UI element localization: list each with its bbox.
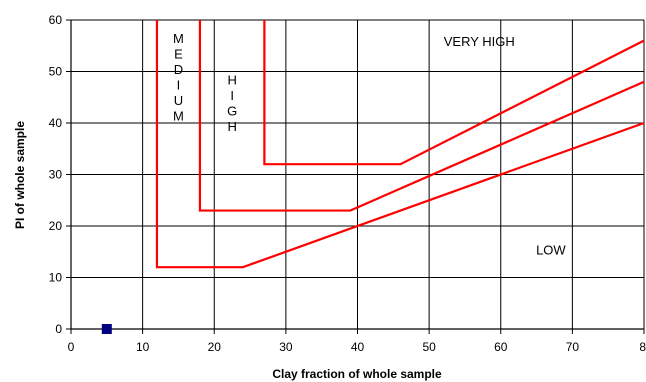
y-tick-label: 0: [55, 322, 62, 336]
boundary-line-2: [198, 20, 645, 212]
y-tick-label: 40: [49, 116, 63, 130]
y-axis-label: PI of whole sample: [13, 121, 27, 229]
y-tick-label: 10: [49, 271, 63, 285]
boundary-line-3: [263, 20, 645, 166]
y-tick-label: 30: [49, 168, 63, 182]
region-label: VERY HIGH: [444, 34, 515, 49]
x-axis-ticks: 0 10 20 30 40 50 60 70 8: [68, 329, 646, 354]
y-tick-label: 50: [49, 65, 63, 79]
x-tick-label: 8: [639, 340, 646, 354]
region-label: LOW: [536, 242, 566, 257]
x-tick-label: 10: [136, 340, 150, 354]
y-tick-label: 20: [49, 219, 63, 233]
series-lines: [155, 20, 645, 269]
x-tick-label: 50: [422, 340, 436, 354]
x-tick-label: 0: [68, 340, 75, 354]
boundary-line-1: [155, 20, 645, 269]
x-tick-label: 30: [279, 340, 293, 354]
y-axis-ticks: 0 10 20 30 40 50 60: [49, 13, 71, 336]
x-tick-label: 20: [208, 340, 222, 354]
x-axis-label: Clay fraction of whole sample: [272, 367, 442, 381]
y-tick-label: 60: [49, 13, 63, 27]
x-tick-label: 70: [566, 340, 580, 354]
data-point-marker: [101, 324, 112, 334]
region-labels: M E D I U M H I G H VERY HIGH LOW: [173, 31, 566, 257]
data-points: [101, 324, 112, 334]
gridlines: [71, 19, 645, 329]
x-tick-label: 60: [494, 340, 508, 354]
x-tick-label: 40: [351, 340, 365, 354]
